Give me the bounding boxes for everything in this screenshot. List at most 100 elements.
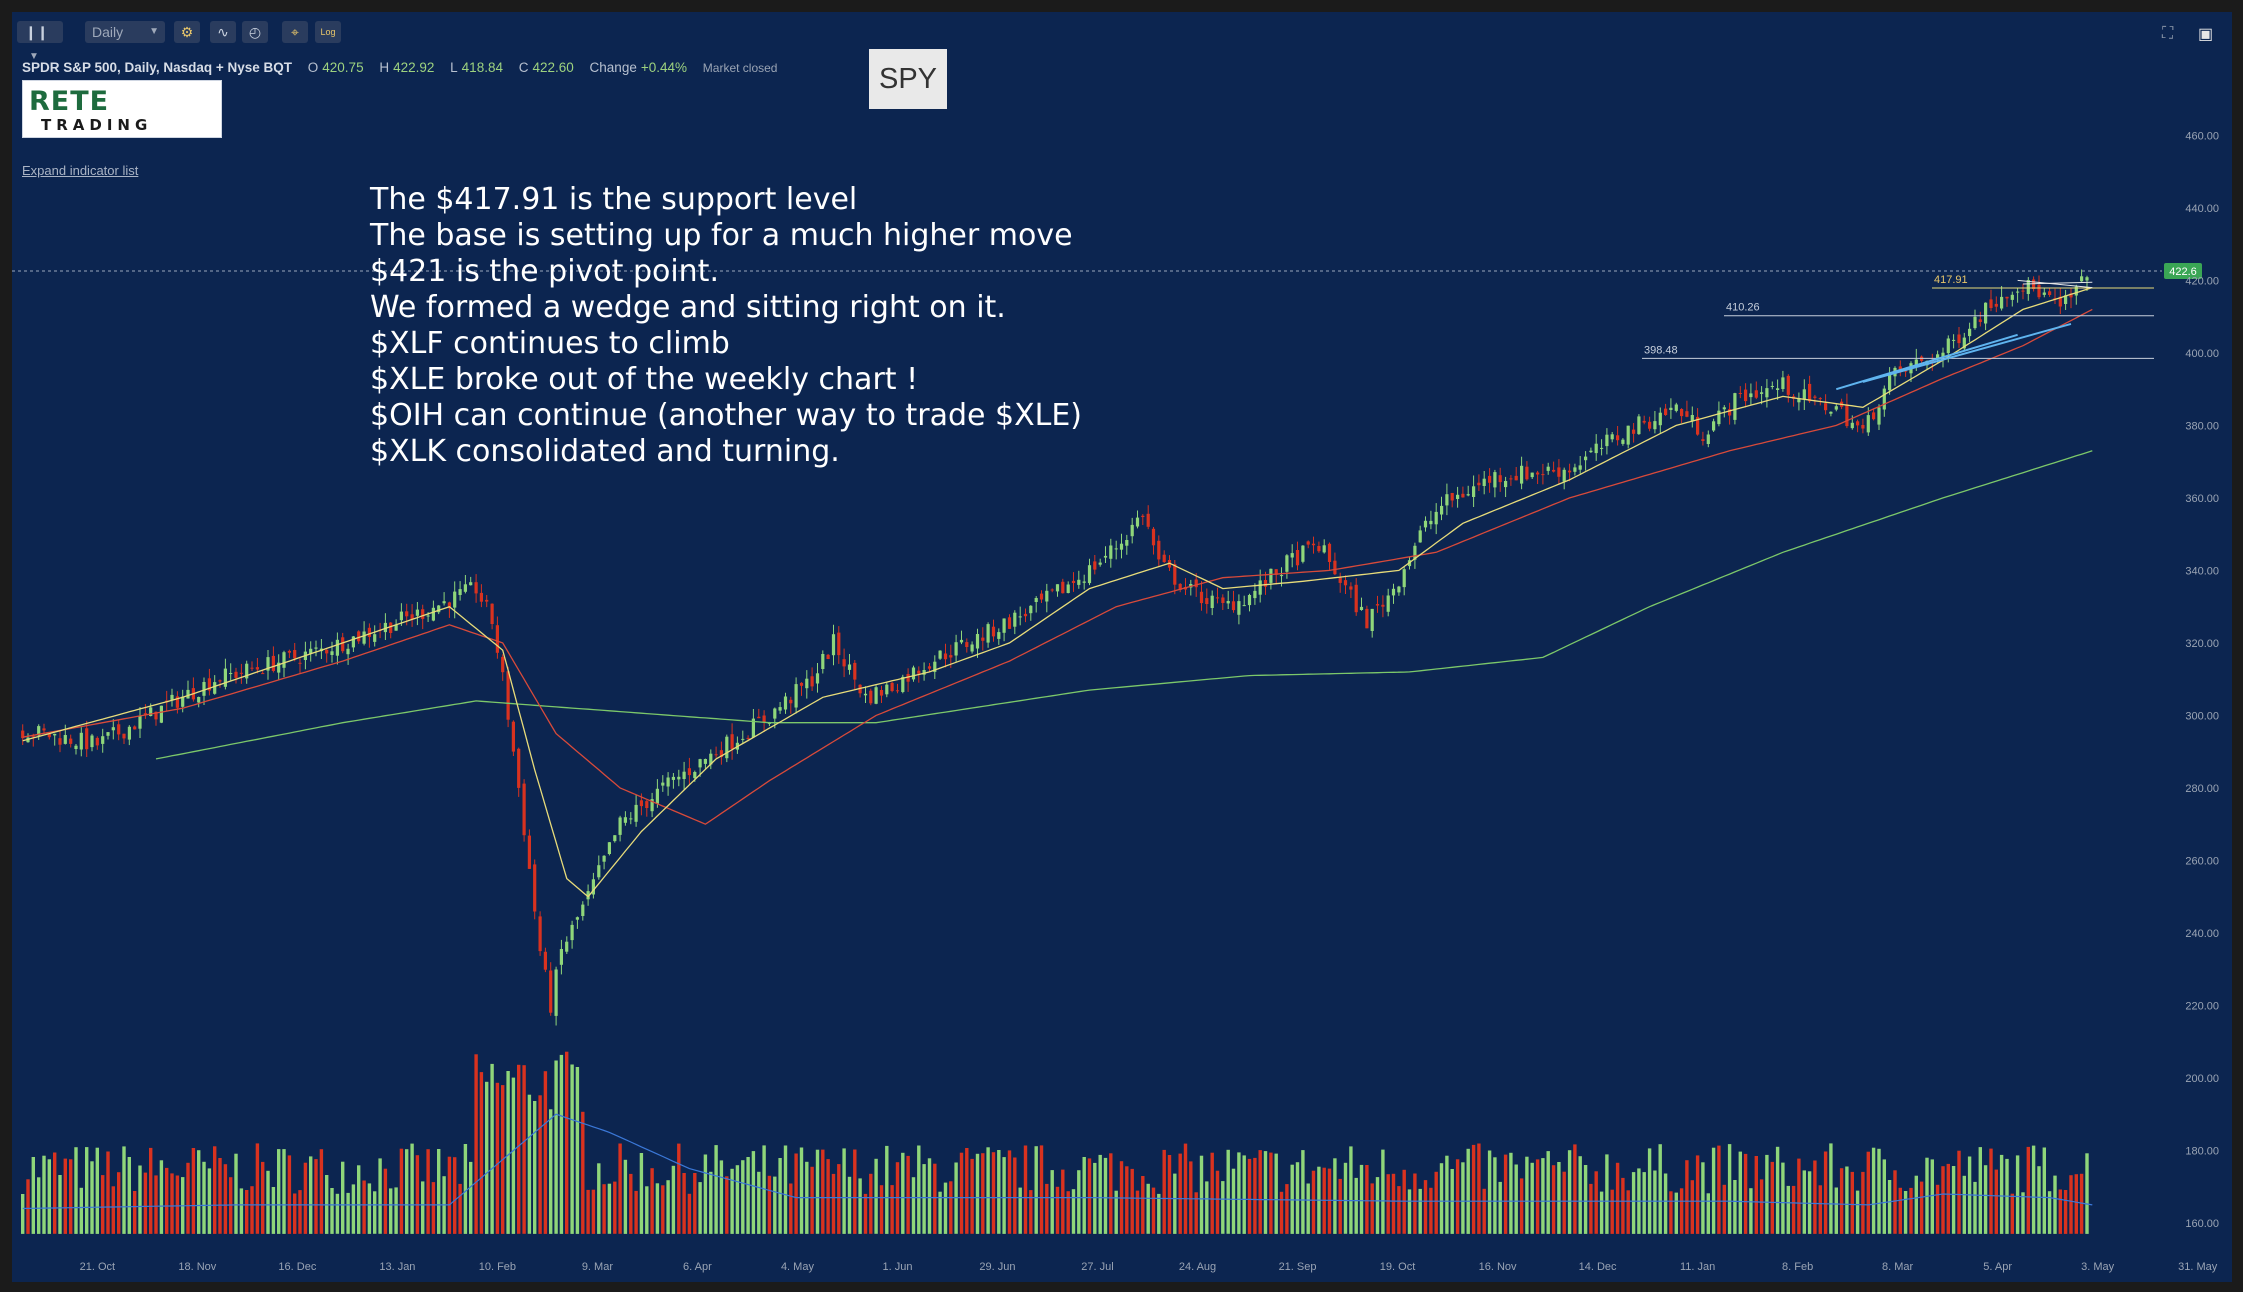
low-label: L bbox=[450, 60, 458, 75]
candle-body bbox=[2085, 277, 2089, 281]
candle-body bbox=[575, 917, 579, 920]
candle-body bbox=[1813, 396, 1817, 398]
candle-body bbox=[783, 696, 788, 710]
volume-bar bbox=[1973, 1181, 1977, 1234]
note-line: $421 is the pivot point. bbox=[370, 254, 719, 289]
candle-body bbox=[1210, 595, 1214, 608]
candle-body bbox=[1621, 439, 1625, 444]
candle-body bbox=[1829, 411, 1833, 414]
x-tick-label: 11. Jan bbox=[1680, 1261, 1715, 1273]
candle-body bbox=[202, 682, 206, 696]
interval-select[interactable]: Daily ▼ bbox=[85, 21, 165, 43]
volume-bar bbox=[1615, 1162, 1620, 1234]
candle-body bbox=[1600, 447, 1604, 449]
candle-body bbox=[943, 653, 948, 660]
candle-body bbox=[917, 670, 921, 674]
candle-body bbox=[826, 654, 830, 659]
volume-bar bbox=[586, 1189, 590, 1234]
candle-body bbox=[479, 592, 483, 602]
candle-body bbox=[1119, 543, 1124, 550]
candle-body bbox=[453, 591, 457, 608]
indicator-icon[interactable]: ∿ bbox=[210, 21, 236, 43]
volume-bar bbox=[1178, 1153, 1182, 1234]
interval-label: Daily bbox=[92, 24, 124, 40]
volume-bar bbox=[975, 1153, 980, 1234]
candle-body bbox=[21, 730, 25, 739]
volume-bar bbox=[959, 1152, 964, 1234]
volume-bar bbox=[1311, 1170, 1316, 1234]
volume-bar bbox=[533, 1101, 537, 1234]
volume-bar bbox=[1477, 1143, 1481, 1234]
candle-body bbox=[415, 609, 419, 616]
camera-icon[interactable]: ▣ bbox=[2198, 26, 2214, 43]
x-tick-label: 6. Apr bbox=[683, 1261, 712, 1273]
candle-body bbox=[1541, 474, 1545, 476]
candle-body bbox=[1696, 416, 1700, 435]
volume-bar bbox=[1599, 1191, 1604, 1234]
candle-body bbox=[287, 650, 291, 653]
volume-bar bbox=[154, 1175, 158, 1234]
volume-bar bbox=[1994, 1169, 1998, 1234]
volume-bar bbox=[1509, 1152, 1513, 1234]
candle-body bbox=[1077, 579, 1081, 585]
candle-body bbox=[469, 582, 473, 586]
volume-bar bbox=[1002, 1157, 1006, 1234]
volume-bar bbox=[453, 1157, 457, 1234]
crosshair-icon[interactable]: ⌖ bbox=[282, 21, 308, 43]
candle-body bbox=[437, 605, 441, 613]
note-line: $XLF continues to climb bbox=[370, 326, 730, 361]
candle-body bbox=[346, 648, 350, 655]
candle-body bbox=[1994, 303, 1998, 307]
expand-indicator-link[interactable]: Expand indicator list bbox=[22, 163, 139, 178]
volume-bar bbox=[106, 1151, 110, 1234]
candle-body bbox=[1690, 415, 1694, 422]
candle-body bbox=[1066, 584, 1070, 593]
volume-bar bbox=[1125, 1166, 1129, 1234]
candle-body bbox=[538, 916, 542, 952]
candle-body bbox=[879, 690, 884, 696]
volume-bar bbox=[303, 1162, 308, 1234]
volume-bar bbox=[1535, 1159, 1540, 1234]
candle-body bbox=[965, 642, 969, 647]
candle-body bbox=[1632, 429, 1636, 434]
volume-bar bbox=[1365, 1165, 1369, 1234]
candle-body bbox=[719, 750, 723, 757]
candle-body bbox=[821, 654, 825, 669]
candle-body bbox=[2080, 276, 2084, 282]
volume-bar bbox=[1242, 1155, 1246, 1234]
volume-bar bbox=[309, 1156, 313, 1234]
candle-body bbox=[1045, 590, 1049, 602]
volume-bar bbox=[1194, 1192, 1198, 1234]
y-tick-label: 420.00 bbox=[2185, 275, 2219, 287]
volume-bar bbox=[1386, 1174, 1390, 1234]
candle-body bbox=[330, 651, 334, 655]
volume-bar bbox=[1722, 1184, 1726, 1234]
candle-body bbox=[949, 655, 953, 658]
candle-body bbox=[1125, 540, 1129, 546]
candle-body bbox=[682, 771, 686, 779]
volume-bar bbox=[1861, 1171, 1865, 1234]
volume-bar bbox=[197, 1150, 201, 1234]
chart-type-button[interactable]: ❙❙ ▼ bbox=[17, 21, 63, 62]
gear-icon[interactable]: ⚙ bbox=[174, 21, 200, 43]
log-scale-label: Log bbox=[320, 27, 336, 37]
volume-bar bbox=[719, 1160, 724, 1234]
volume-bar bbox=[1877, 1148, 1881, 1234]
volume-bar bbox=[1674, 1192, 1678, 1234]
volume-bar bbox=[1413, 1173, 1417, 1234]
candle-body bbox=[618, 817, 622, 835]
log-scale-icon[interactable]: Log bbox=[315, 21, 341, 43]
volume-bar bbox=[1743, 1153, 1748, 1234]
candle-body bbox=[677, 776, 681, 780]
candle-body bbox=[37, 726, 41, 736]
fullscreen-icon[interactable]: ⛶ bbox=[2162, 25, 2174, 42]
volume-bar bbox=[410, 1143, 414, 1234]
clock-icon[interactable]: ◴ bbox=[242, 21, 268, 43]
candle-body bbox=[405, 611, 409, 617]
volume-bar bbox=[207, 1168, 212, 1234]
candle-body bbox=[1242, 605, 1246, 607]
candle-body bbox=[1333, 560, 1337, 575]
candle-body bbox=[1466, 494, 1470, 496]
candle-body bbox=[1525, 466, 1529, 480]
volume-bar bbox=[2058, 1189, 2062, 1234]
